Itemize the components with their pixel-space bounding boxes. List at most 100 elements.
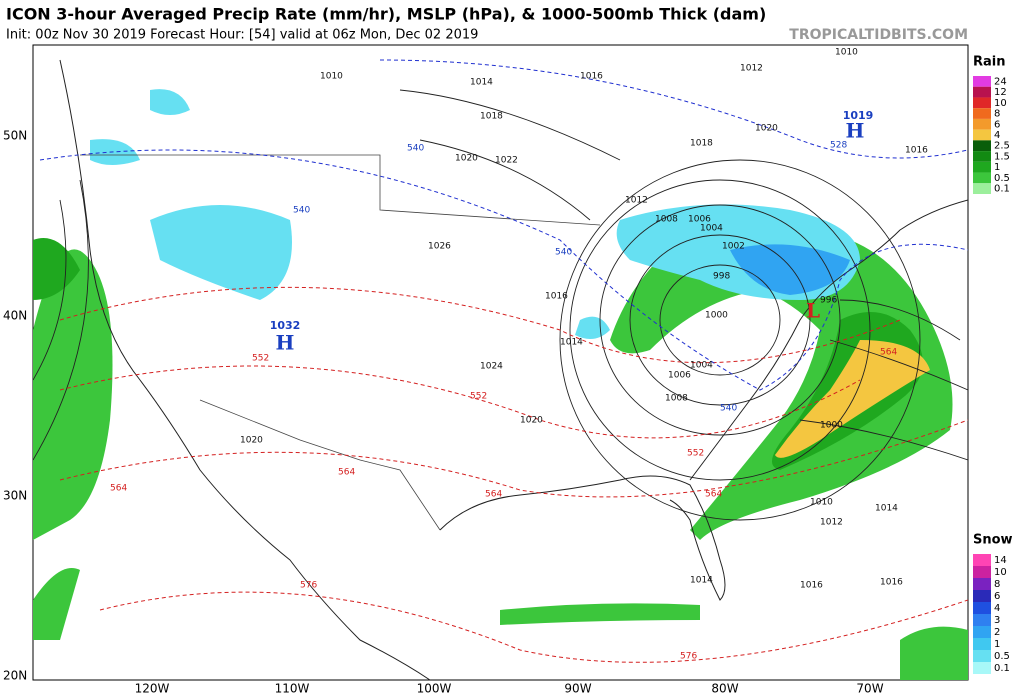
legend-swatch (973, 554, 991, 566)
legend-swatch (973, 97, 991, 109)
legend-swatch (973, 662, 991, 674)
pressure-value: 1032 (270, 319, 301, 332)
legend-title: Snow (973, 533, 1013, 548)
subtitle: Init: 00z Nov 30 2019 Forecast Hour: [54… (6, 28, 478, 43)
thickness-label: 564 (880, 348, 897, 358)
thickness-label: 540 (720, 404, 737, 414)
legend-swatch (973, 183, 991, 194)
isobar-label: 1006 (688, 215, 711, 225)
lon-label: 120W (135, 682, 170, 696)
legend-label: 14 (994, 555, 1007, 566)
legend-swatch (973, 614, 991, 626)
legend-label: 1 (994, 639, 1000, 650)
isobar-label: 1000 (820, 421, 843, 431)
lat-label: 50N (3, 129, 27, 143)
legend-swatch (973, 650, 991, 662)
isobar-label: 1016 (545, 292, 568, 302)
isobar-label: 1002 (722, 242, 745, 252)
legend-swatch (973, 118, 991, 130)
legend-swatch (973, 108, 991, 119)
legend-label: 10 (994, 567, 1007, 578)
legend-label: 1 (994, 162, 1000, 173)
thickness-label: 552 (470, 392, 487, 402)
pressure-letter: L (806, 299, 820, 323)
isobar-label: 1016 (800, 581, 823, 591)
legend-title: Rain (973, 55, 1006, 70)
lat-label: 40N (3, 309, 27, 323)
legend-label: 6 (994, 119, 1000, 130)
lat-label: 30N (3, 489, 27, 503)
map (32, 44, 969, 681)
isobar-label: 1016 (905, 146, 928, 156)
isobar-label: 1012 (625, 196, 648, 206)
isobar-label: 996 (820, 296, 837, 306)
thickness-label: 540 (555, 248, 572, 258)
isobar-label: 1014 (690, 576, 713, 586)
legend-label: 12 (994, 87, 1007, 98)
isobar-label: 1016 (880, 578, 903, 588)
isobar-label: 1024 (480, 362, 503, 372)
legend-label: 0.5 (994, 651, 1010, 662)
isobar-label: 1010 (320, 72, 343, 82)
legend-label: 6 (994, 591, 1000, 602)
thickness-label: 576 (300, 581, 317, 591)
thickness-label: 552 (687, 449, 704, 459)
isobar-label: 1022 (495, 156, 518, 166)
thickness-label: 564 (485, 490, 502, 500)
lon-label: 80W (711, 682, 738, 696)
thickness-label: 552 (252, 354, 269, 364)
legend-label: 2 (994, 627, 1000, 638)
isobar-label: 1020 (240, 436, 263, 446)
legend-swatch (973, 172, 991, 184)
legend-swatch (973, 76, 991, 87)
isobar-label: 1020 (755, 124, 778, 134)
isobar-label: 1018 (480, 112, 503, 122)
thickness-label: 540 (293, 206, 310, 216)
legend-swatch (973, 161, 991, 173)
lon-label: 90W (564, 682, 591, 696)
lon-label: 70W (856, 682, 883, 696)
isobar-label: 1012 (820, 518, 843, 528)
site: TROPICALTIDBITS.COM (789, 27, 968, 43)
legend-swatch (973, 129, 991, 141)
thickness-label: 528 (830, 141, 847, 151)
thickness-label: 576 (680, 652, 697, 662)
pressure-value: 1019 (843, 109, 874, 122)
thickness-label: 540 (407, 144, 424, 154)
isobar-label: 1012 (740, 64, 763, 74)
legend-label: 10 (994, 98, 1007, 109)
legend-swatch (973, 602, 991, 614)
isobar-label: 1004 (700, 224, 723, 234)
isobar-label: 1000 (705, 311, 728, 321)
pressure-letter: H (846, 119, 865, 143)
isobar-label: 1008 (655, 215, 678, 225)
legend-swatch (973, 566, 991, 578)
legend-label: 8 (994, 109, 1000, 120)
legend-swatch (973, 86, 991, 98)
title: ICON 3-hour Averaged Precip Rate (mm/hr)… (6, 5, 766, 24)
thickness-label: 564 (110, 484, 127, 494)
legend-label: 4 (994, 130, 1000, 141)
lat-label: 20N (3, 669, 27, 683)
legend-label: 3 (994, 615, 1000, 626)
isobar-label: 1014 (470, 78, 493, 88)
lon-label: 100W (417, 682, 452, 696)
legend-swatch (973, 626, 991, 638)
isobar-label: 1004 (690, 361, 713, 371)
isobar-label: 1014 (875, 504, 898, 514)
legend-swatch (973, 638, 991, 650)
isobar-label: 1010 (810, 498, 833, 508)
thickness-label: 564 (705, 490, 722, 500)
legend-label: 8 (994, 579, 1000, 590)
isobar-label: 1014 (560, 338, 583, 348)
lon-label: 110W (275, 682, 310, 696)
isobar-label: 1016 (580, 72, 603, 82)
isobar-label: 1018 (690, 139, 713, 149)
isobar-label: 1026 (428, 242, 451, 252)
pressure-letter: H (276, 331, 295, 355)
legend-label: 24 (994, 76, 1007, 87)
isobar-label: 1010 (835, 48, 858, 58)
isobar-label: 1020 (520, 416, 543, 426)
legend-swatch (973, 578, 991, 590)
